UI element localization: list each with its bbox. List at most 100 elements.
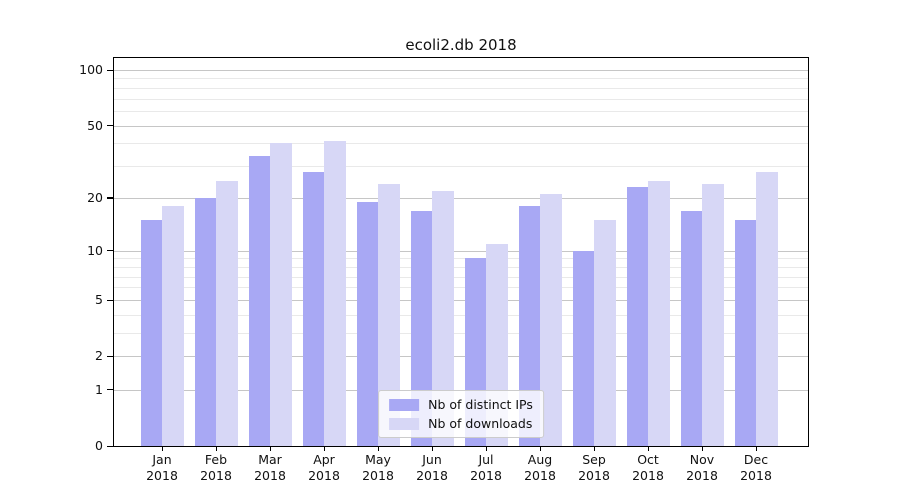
x-tick-mark (161, 447, 163, 451)
x-tick-mark (377, 447, 379, 451)
x-tick-year: 2018 (740, 468, 772, 483)
legend: Nb of distinct IPs Nb of downloads (378, 390, 544, 438)
y-tick-mark (107, 125, 113, 127)
gridline-major (114, 356, 808, 358)
gridline-minor (114, 276, 808, 278)
bar-distinct-ips (572, 250, 594, 446)
gridline-major (114, 300, 808, 302)
x-tick-year: 2018 (146, 468, 178, 483)
x-tick-year: 2018 (308, 468, 340, 483)
x-tick-label: Jun 2018 (404, 452, 460, 484)
x-tick-month: Sep (582, 452, 606, 467)
x-tick-month: May (365, 452, 391, 467)
x-tick-label: Jan 2018 (134, 452, 190, 484)
x-tick-month: Feb (204, 452, 228, 467)
bar-downloads (756, 171, 778, 446)
x-tick-year: 2018 (416, 468, 448, 483)
x-tick-month: Apr (313, 452, 335, 467)
gridline-minor (114, 266, 808, 268)
x-tick-label: Sep 2018 (566, 452, 622, 484)
y-tick-mark (107, 389, 113, 391)
gridline-minor (114, 143, 808, 145)
gridline-major (114, 250, 808, 252)
x-tick-year: 2018 (254, 468, 286, 483)
x-tick-label: May 2018 (350, 452, 406, 484)
x-tick-mark (647, 447, 649, 451)
x-tick-label: Jul 2018 (458, 452, 514, 484)
y-tick-label: 100 (79, 62, 103, 77)
bar-downloads (270, 143, 292, 446)
x-tick-month: Aug (527, 452, 553, 467)
y-tick-mark (107, 445, 113, 447)
x-tick-label: Aug 2018 (512, 452, 568, 484)
y-tick-mark (107, 355, 113, 358)
legend-label: Nb of distinct IPs (428, 397, 533, 412)
bar-distinct-ips (356, 201, 378, 446)
x-tick-mark (701, 447, 703, 451)
x-tick-year: 2018 (578, 468, 610, 483)
x-tick-year: 2018 (524, 468, 556, 483)
gridline-major (114, 70, 808, 71)
gridline-minor (114, 98, 808, 100)
gridline-minor (114, 258, 808, 260)
x-tick-mark (215, 447, 217, 451)
gridline-minor (114, 111, 808, 113)
bar-downloads (162, 206, 184, 446)
y-tick-label: 50 (87, 117, 103, 133)
y-tick-label: 10 (87, 242, 103, 258)
x-tick-mark (593, 447, 595, 451)
x-tick-label: Feb 2018 (188, 452, 244, 484)
x-tick-label: Oct 2018 (620, 452, 676, 484)
x-tick-mark (323, 447, 325, 451)
y-tick-mark (107, 197, 113, 199)
chart-title: ecoli2.db 2018 (405, 36, 517, 54)
bar-downloads (540, 194, 562, 446)
bar-downloads (216, 180, 238, 446)
bar-downloads (324, 141, 346, 446)
x-tick-mark (485, 447, 487, 451)
bar-distinct-ips (734, 220, 756, 446)
plot-area: Nb of distinct IPs Nb of downloads (113, 57, 809, 447)
bar-downloads (594, 220, 616, 446)
y-tick-mark (107, 299, 113, 301)
x-tick-mark (755, 447, 757, 451)
x-tick-mark (269, 447, 271, 451)
y-tick-label: 1 (95, 381, 103, 397)
x-tick-year: 2018 (632, 468, 664, 483)
bar-distinct-ips (410, 210, 432, 446)
x-tick-label: Mar 2018 (242, 452, 298, 484)
bar-downloads (378, 183, 400, 446)
gridline-minor (114, 287, 808, 289)
x-tick-month: Dec (743, 452, 769, 467)
y-tick-mark (107, 69, 113, 71)
gridline-minor (114, 333, 808, 335)
bar-distinct-ips (140, 220, 162, 446)
bar-distinct-ips (302, 171, 324, 446)
gridline-major (114, 125, 808, 127)
legend-label: Nb of downloads (428, 416, 533, 431)
bar-downloads (648, 180, 670, 446)
bar-downloads (432, 190, 454, 446)
x-tick-month: Jul (478, 452, 494, 467)
gridline-minor (114, 78, 808, 80)
x-tick-label: Dec 2018 (728, 452, 784, 484)
x-tick-year: 2018 (362, 468, 394, 483)
x-tick-label: Apr 2018 (296, 452, 352, 484)
y-tick-label: 0 (95, 438, 103, 453)
bar-distinct-ips (248, 156, 270, 446)
legend-item: Nb of distinct IPs (389, 397, 533, 412)
gridline-minor (114, 166, 808, 168)
y-tick-label: 2 (95, 348, 103, 364)
y-tick-label: 20 (87, 189, 103, 205)
gridline-major (114, 197, 808, 199)
x-tick-year: 2018 (686, 468, 718, 483)
x-tick-month: Oct (637, 452, 659, 467)
x-tick-year: 2018 (200, 468, 232, 483)
x-tick-year: 2018 (470, 468, 502, 483)
x-tick-label: Nov 2018 (674, 452, 730, 484)
y-tick-label: 5 (95, 292, 103, 308)
y-tick-mark (107, 250, 113, 252)
bar-distinct-ips (194, 197, 216, 446)
legend-swatch-downloads (389, 417, 420, 430)
